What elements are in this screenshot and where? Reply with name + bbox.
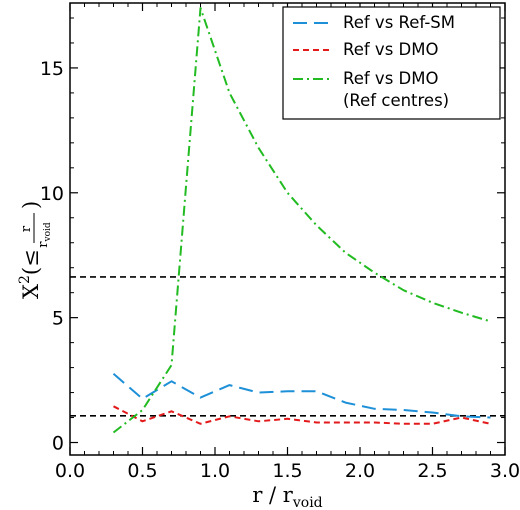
y-axis-label-numerator: r [19, 225, 34, 232]
x-tick-label: 2.5 [417, 460, 447, 482]
y-tick-label: 10 [40, 183, 64, 205]
y-axis-label-close: ) [19, 201, 43, 209]
series-line-2 [113, 405, 491, 425]
legend-label-2: Ref vs DMO [343, 40, 438, 59]
y-tick-label: 15 [40, 58, 64, 80]
series-layer [112, 7, 491, 434]
legend: Ref vs Ref-SM Ref vs DMO Ref vs DMO (Ref ce… [282, 6, 501, 120]
y-axis-label-denominator: rvoid [36, 222, 53, 248]
x-axis-label: r / rvoid [252, 483, 322, 510]
x-tick-label: 3.0 [490, 460, 520, 482]
x-tick-label: 0.0 [55, 460, 85, 482]
legend-label-1: Ref vs Ref-SM [343, 13, 455, 32]
y-axis-label-main: X2(≤ [17, 249, 43, 299]
axes: 0.0 0.5 1.0 1.5 2.0 2.5 3.0 0 5 10 15 [40, 2, 520, 482]
series-line-1 [112, 373, 491, 419]
x-tick-label: 1.0 [200, 460, 230, 482]
y-tick-label: 0 [52, 433, 64, 455]
y-tick-label: 5 [52, 308, 64, 330]
legend-label-3: (Ref centres) [343, 91, 449, 110]
x-tick-label: 1.5 [272, 460, 302, 482]
legend-box [282, 6, 501, 120]
x-tick-label: 0.5 [127, 460, 157, 482]
reference-lines [70, 276, 505, 417]
series-line-3 [112, 7, 491, 434]
x-tick-label: 2.0 [345, 460, 375, 482]
legend-label-3: Ref vs DMO [343, 69, 438, 88]
